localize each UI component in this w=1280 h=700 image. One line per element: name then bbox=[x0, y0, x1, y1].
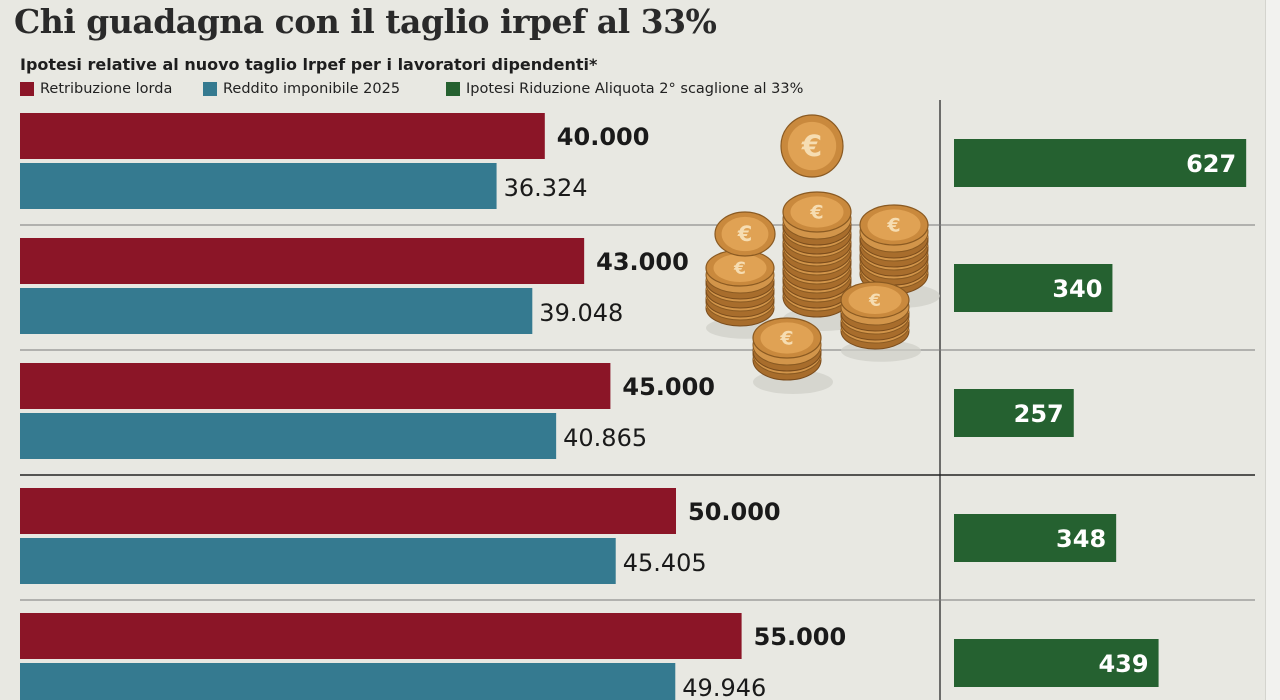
bar-riduzione bbox=[954, 389, 1074, 437]
coin: € bbox=[752, 317, 822, 359]
legend-item-riduzione: Ipotesi Riduzione Aliquota 2° scaglione … bbox=[446, 81, 803, 97]
legend-label-riduzione: Ipotesi Riduzione Aliquota 2° scaglione … bbox=[466, 81, 804, 97]
coin: € bbox=[859, 204, 929, 246]
coin-stack: € bbox=[752, 317, 833, 394]
chart-subtitle: Ipotesi relative al nuovo taglio lrpef p… bbox=[20, 55, 598, 74]
bar-riduzione bbox=[954, 514, 1117, 562]
bar-imponibile bbox=[20, 288, 533, 334]
chart-title: Chi guadagna con il taglio irpef al 33% bbox=[14, 2, 717, 41]
coin-stack: € bbox=[840, 281, 921, 362]
svg-text:€: € bbox=[801, 129, 822, 163]
label-imponibile: 45.405 bbox=[623, 549, 707, 577]
coin-stack: € bbox=[782, 191, 863, 331]
euro-coins-icon: € € € € € € € bbox=[705, 114, 940, 394]
bar-lorda bbox=[20, 238, 585, 284]
svg-text:€: € bbox=[733, 259, 746, 279]
bar-lorda bbox=[20, 613, 742, 659]
coin: € bbox=[782, 191, 852, 233]
coin: € bbox=[840, 281, 910, 319]
bar-lorda bbox=[20, 488, 676, 534]
label-lorda: 40.000 bbox=[557, 123, 650, 151]
page-edge bbox=[1265, 0, 1280, 700]
label-lorda: 43.000 bbox=[596, 248, 689, 276]
bars-layer: 40.000 36.324 627 43.000 39.048 340 45.000 40.8… bbox=[20, 113, 1247, 700]
coin: € bbox=[780, 114, 844, 178]
label-imponibile: 39.048 bbox=[539, 299, 623, 327]
bar-imponibile bbox=[20, 538, 616, 584]
legend-swatch-imponibile bbox=[203, 82, 217, 96]
legend-item-lorda: Retribuzione lorda bbox=[20, 81, 172, 97]
svg-text:€: € bbox=[886, 214, 900, 236]
svg-text:€: € bbox=[779, 327, 793, 349]
bar-lorda bbox=[20, 363, 611, 409]
label-imponibile: 49.946 bbox=[682, 674, 766, 700]
label-lorda: 50.000 bbox=[688, 498, 781, 526]
legend: Retribuzione lorda Reddito imponibile 20… bbox=[20, 81, 920, 101]
label-riduzione: 348 bbox=[1056, 525, 1106, 553]
label-imponibile: 40.865 bbox=[563, 424, 647, 452]
legend-swatch-riduzione bbox=[446, 82, 460, 96]
label-lorda: 55.000 bbox=[754, 623, 847, 651]
svg-text:€: € bbox=[737, 222, 753, 246]
coin: € bbox=[714, 211, 776, 257]
legend-swatch-lorda bbox=[20, 82, 34, 96]
svg-text:€: € bbox=[868, 291, 881, 311]
coin: € bbox=[705, 249, 775, 287]
label-riduzione: 439 bbox=[1098, 650, 1148, 678]
bar-lorda bbox=[20, 113, 545, 159]
label-riduzione: 257 bbox=[1014, 400, 1064, 428]
bar-imponibile bbox=[20, 413, 557, 459]
bar-riduzione bbox=[954, 139, 1247, 187]
svg-text:€: € bbox=[809, 201, 823, 223]
bar-riduzione bbox=[954, 264, 1113, 312]
bar-imponibile bbox=[20, 663, 676, 700]
label-lorda: 45.000 bbox=[622, 373, 715, 401]
group-separators bbox=[20, 100, 1255, 700]
bar-imponibile bbox=[20, 163, 497, 209]
legend-label-imponibile: Reddito imponibile 2025 bbox=[223, 81, 401, 97]
label-riduzione: 627 bbox=[1186, 150, 1236, 178]
legend-item-imponibile: Reddito imponibile 2025 bbox=[203, 81, 400, 97]
bar-riduzione bbox=[954, 639, 1159, 687]
coin-stack: € bbox=[859, 204, 940, 308]
label-riduzione: 340 bbox=[1052, 275, 1102, 303]
legend-label-lorda: Retribuzione lorda bbox=[40, 81, 173, 97]
coin-stack: € bbox=[705, 249, 786, 339]
label-imponibile: 36.324 bbox=[504, 174, 588, 202]
